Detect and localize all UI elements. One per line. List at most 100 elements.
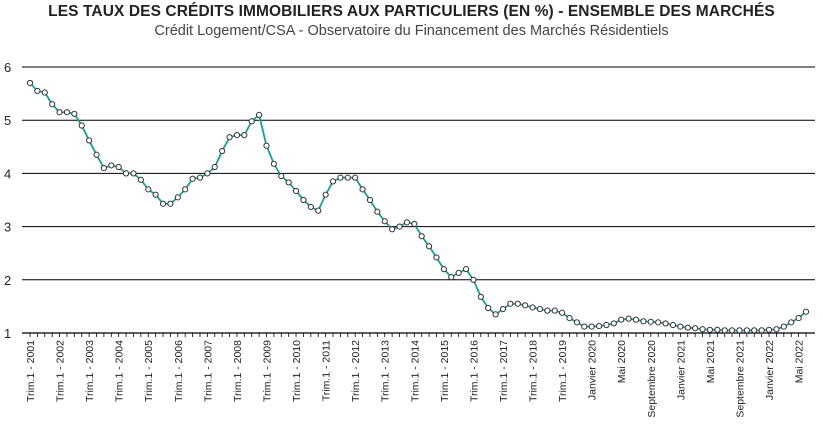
data-point — [403, 219, 411, 226]
data-point — [248, 118, 255, 125]
x-tick-label: Trim.1 - 2011 — [321, 340, 333, 401]
data-point — [145, 186, 152, 193]
data-point — [499, 305, 507, 313]
data-point — [337, 174, 344, 181]
x-tick-label: Mai 2022 — [794, 340, 806, 383]
data-point — [684, 324, 691, 331]
x-tick-label: Janvier 2021 — [675, 340, 687, 400]
data-point — [603, 321, 610, 329]
data-point — [366, 196, 374, 204]
data-point — [662, 320, 669, 327]
data-point — [204, 170, 211, 177]
x-tick-label: Trim.1 - 2006 — [173, 340, 185, 402]
x-tick-label: Septembre 2021 — [734, 340, 746, 418]
data-point — [699, 326, 706, 333]
data-point — [49, 101, 56, 108]
data-point — [108, 162, 115, 169]
x-tick-label: Trim.1 - 2003 — [84, 340, 96, 402]
data-point — [389, 226, 396, 233]
x-tick-label: Trim.1 - 2005 — [143, 340, 155, 402]
data-point — [795, 315, 802, 322]
data-point — [706, 326, 714, 333]
rate-series — [29, 82, 807, 332]
data-point — [182, 186, 189, 193]
data-point — [440, 266, 447, 273]
data-point — [536, 305, 544, 313]
data-point — [233, 131, 241, 139]
y-tick-label: 4 — [4, 166, 11, 181]
data-point — [315, 207, 322, 214]
data-point — [263, 142, 270, 149]
data-point — [677, 323, 684, 330]
data-point — [462, 266, 470, 273]
x-tick-label: Trim.1 - 2013 — [380, 340, 392, 402]
data-point — [728, 327, 736, 334]
data-point — [115, 163, 122, 171]
data-point — [573, 319, 580, 326]
data-point — [773, 326, 780, 333]
data-point — [63, 109, 71, 116]
data-point — [122, 170, 130, 177]
x-tick-label: Trim.1 - 2018 — [528, 340, 540, 402]
x-tick-label: Trim.1 - 2009 — [261, 340, 273, 402]
data-point — [721, 327, 728, 334]
data-point — [640, 318, 647, 325]
x-tick-label: Mai 2020 — [616, 340, 628, 383]
y-axis-ticks: 1 2 3 4 5 6 — [4, 60, 11, 341]
data-point — [352, 174, 359, 181]
data-point — [588, 323, 595, 330]
data-point — [448, 274, 455, 281]
data-point — [86, 137, 93, 144]
data-point — [344, 174, 351, 181]
data-point — [581, 323, 588, 330]
x-tick-label: Trim.1 - 2002 — [55, 340, 67, 402]
data-point — [736, 327, 743, 334]
data-point — [751, 327, 758, 334]
data-point — [455, 269, 462, 276]
data-point — [780, 323, 787, 330]
data-point — [433, 254, 440, 261]
data-point — [802, 308, 810, 315]
chart-title: LES TAUX DES CRÉDITS IMMOBILIERS AUX PAR… — [48, 3, 775, 20]
data-point — [174, 194, 181, 201]
data-point — [418, 233, 425, 240]
data-point — [278, 172, 285, 180]
data-point — [714, 326, 721, 333]
data-point — [595, 322, 603, 330]
x-tick-label: Janvier 2022 — [764, 340, 776, 400]
y-tick-label: 3 — [4, 220, 11, 235]
data-point — [159, 200, 167, 207]
data-point — [100, 164, 108, 172]
data-point — [618, 316, 625, 323]
data-point — [219, 147, 226, 155]
data-point — [307, 203, 314, 211]
y-tick-label: 2 — [4, 273, 11, 288]
data-point — [56, 109, 63, 116]
data-point — [765, 326, 773, 333]
data-point — [167, 200, 174, 207]
data-point — [292, 187, 300, 195]
x-tick-label: Trim.1 - 2016 — [468, 340, 480, 402]
data-point — [492, 311, 499, 318]
x-tick-label: Trim.1 - 2008 — [232, 340, 244, 402]
data-point — [41, 89, 48, 96]
data-point — [322, 191, 329, 198]
data-point — [669, 321, 677, 329]
data-point — [34, 87, 41, 95]
x-tick-label: Trim.1 - 2019 — [557, 340, 569, 402]
data-point — [551, 307, 558, 314]
data-point — [152, 191, 159, 198]
data-point — [329, 178, 337, 185]
x-tick-label: Janvier 2020 — [587, 340, 599, 400]
data-point — [241, 131, 248, 139]
data-point — [507, 300, 514, 307]
y-tick-label: 6 — [4, 60, 11, 75]
data-point — [522, 302, 529, 309]
x-tick-label: Mai 2021 — [705, 340, 717, 383]
data-point — [470, 276, 477, 283]
grid-lines — [22, 66, 815, 337]
data-point — [137, 176, 144, 183]
x-tick-label: Trim.1 - 2012 — [350, 340, 362, 402]
data-point — [610, 320, 617, 327]
rate-points — [26, 79, 810, 334]
